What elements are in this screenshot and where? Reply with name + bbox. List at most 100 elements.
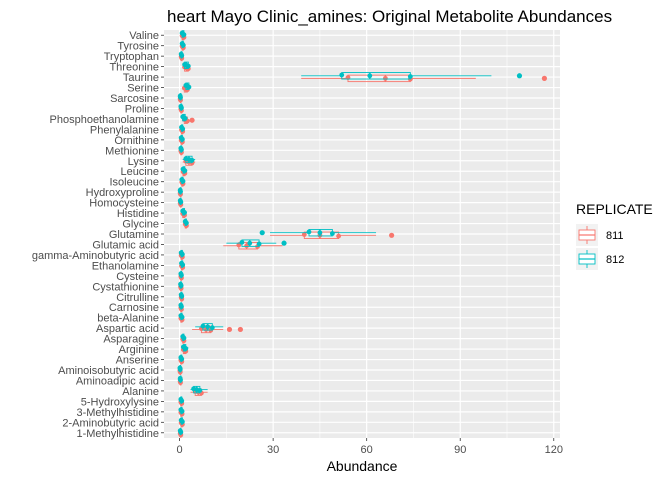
box-812 — [180, 208, 187, 216]
box-812 — [178, 302, 184, 310]
data-point — [179, 398, 185, 404]
grid — [164, 30, 560, 438]
legend-title: REPLICATE — [576, 201, 653, 217]
outlier-point — [389, 232, 395, 238]
data-point — [179, 136, 185, 142]
box-812 — [183, 82, 192, 90]
y-tick-label: Citrulline — [116, 292, 159, 304]
box-812 — [178, 145, 184, 153]
legend: REPLICATE 811 812 — [576, 201, 653, 270]
y-tick-label: gamma-Aminobutyric acid — [32, 250, 159, 262]
data-point — [197, 388, 203, 393]
x-tick-label: 60 — [361, 444, 373, 456]
data-point — [185, 63, 191, 69]
data-point — [179, 356, 185, 362]
y-tick-label: Aspartic acid — [96, 323, 159, 335]
box-812 — [179, 260, 186, 268]
y-tick-label: Threonine — [109, 62, 159, 74]
data-point — [180, 42, 186, 48]
box-812 — [177, 93, 183, 101]
data-point — [317, 230, 323, 236]
data-point — [179, 105, 184, 111]
data-point — [179, 314, 185, 320]
y-tick-label: Leucine — [120, 166, 159, 178]
y-tick-label: Glycine — [122, 219, 159, 231]
box-812 — [180, 113, 188, 122]
y-tick-label: Tryptophan — [104, 51, 159, 63]
y-tick-label: Homocysteine — [89, 198, 159, 210]
y-tick-label: Serine — [127, 83, 159, 95]
data-point — [367, 73, 373, 79]
data-point — [181, 32, 187, 38]
box-812 — [178, 354, 185, 362]
y-tick-label: Aminoadipic acid — [76, 375, 159, 387]
y-tick-label: Aminoisobutyric acid — [58, 365, 159, 377]
outlier-point — [226, 326, 233, 333]
data-point — [183, 346, 189, 351]
outlier-point — [281, 240, 287, 246]
data-point — [306, 229, 312, 235]
y-tick-label: Anserine — [116, 355, 159, 367]
y-tick-label: Cysteine — [116, 271, 159, 283]
data-point — [329, 231, 335, 236]
y-tick-label: Lysine — [128, 156, 159, 168]
box-812 — [179, 30, 187, 38]
box-812 — [178, 281, 184, 289]
box-812 — [180, 333, 187, 342]
data-point — [205, 324, 211, 330]
data-point — [182, 116, 188, 121]
box-812 — [177, 427, 184, 436]
data-point — [247, 240, 253, 246]
x-tick-label: 90 — [454, 444, 466, 456]
y-tick-label: Proline — [125, 103, 159, 115]
box-812 — [178, 406, 185, 415]
data-point — [182, 210, 187, 215]
data-point — [339, 72, 345, 78]
legend-label-812: 812 — [606, 254, 624, 266]
outlier-point — [541, 75, 548, 81]
y-tick-label: Ornithine — [114, 135, 159, 147]
y-tick-label: 2-Aminobutyric acid — [62, 417, 159, 429]
data-point — [178, 199, 184, 205]
data-point — [336, 233, 342, 239]
box-812 — [182, 61, 191, 70]
data-point — [301, 232, 307, 237]
data-point — [178, 429, 184, 435]
data-point — [180, 126, 186, 132]
data-point — [180, 262, 186, 268]
legend-key-812 — [576, 248, 598, 270]
data-point — [179, 293, 185, 299]
box-812 — [301, 72, 523, 80]
box-812 — [177, 187, 183, 195]
box-iqr — [341, 72, 411, 80]
box-812 — [180, 166, 188, 174]
data-point — [179, 272, 184, 278]
data-point — [181, 335, 187, 341]
box-812 — [179, 124, 186, 132]
x-axis: 0 30 60 90 120 — [177, 438, 563, 456]
y-tick-label: Taurine — [123, 72, 159, 84]
box-812 — [177, 197, 184, 206]
outlier-point — [259, 230, 265, 236]
data-point — [382, 75, 388, 81]
y-tick-label: Ethanolamine — [92, 260, 159, 272]
data-point — [178, 377, 183, 383]
box-812 — [226, 239, 287, 247]
data-point — [179, 408, 185, 414]
y-tick-label: 1-Methylhistidine — [76, 428, 159, 440]
outlier-point — [189, 117, 195, 123]
box-812 — [182, 218, 189, 226]
data-point — [177, 367, 183, 372]
y-tick-label: Asparagine — [103, 334, 159, 346]
legend-label-811: 811 — [606, 230, 624, 242]
data-point — [184, 220, 189, 226]
data-point — [209, 325, 215, 331]
box-812 — [178, 249, 185, 258]
box-812 — [195, 323, 224, 331]
data-point — [186, 84, 192, 90]
box-812 — [178, 312, 185, 321]
data-point — [180, 178, 186, 184]
boxplots — [177, 30, 548, 438]
outlier-point — [237, 326, 243, 333]
